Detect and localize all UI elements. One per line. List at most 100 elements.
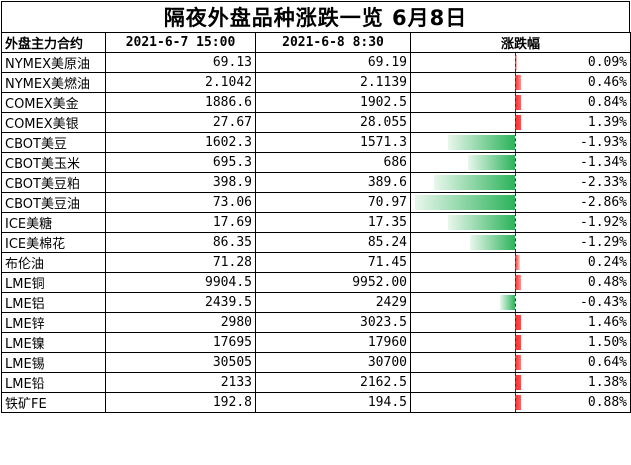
price-date1-cell[interactable]: 71.28: [105, 252, 256, 273]
zero-axis-line: [515, 173, 516, 192]
contract-name-cell[interactable]: ICE美糖: [1, 212, 106, 233]
price-date1-cell[interactable]: 17695: [105, 332, 256, 353]
price-date2-cell[interactable]: 69.19: [255, 52, 411, 73]
price-date1-cell[interactable]: 30505: [105, 352, 256, 373]
contract-name-cell[interactable]: CBOT美玉米: [1, 152, 106, 173]
price-date1-cell[interactable]: 86.35: [105, 232, 256, 253]
contract-name-cell[interactable]: NYMEX美燃油: [1, 72, 106, 93]
change-percent-cell[interactable]: 1.38%: [520, 372, 631, 393]
price-date2-cell[interactable]: 70.97: [255, 192, 411, 213]
price-date2-cell[interactable]: 30700: [255, 352, 411, 373]
header-change[interactable]: 涨跌幅: [409, 32, 631, 53]
table-row: NYMEX美燃油 2.1042 2.1139 0.46%: [1, 72, 631, 93]
change-percent-cell[interactable]: -1.93%: [520, 132, 631, 153]
change-percent-cell[interactable]: 0.46%: [520, 72, 631, 93]
change-percent-cell[interactable]: 0.84%: [520, 92, 631, 113]
price-date2-cell[interactable]: 1571.3: [255, 132, 411, 153]
price-date2-cell[interactable]: 71.45: [255, 252, 411, 273]
contract-name-cell[interactable]: NYMEX美原油: [1, 52, 106, 73]
price-date1-cell[interactable]: 2133: [105, 372, 256, 393]
change-percent-cell[interactable]: 1.39%: [520, 112, 631, 133]
contract-name-cell[interactable]: CBOT美豆粕: [1, 172, 106, 193]
change-percent-cell[interactable]: -2.33%: [520, 172, 631, 193]
change-bar-cell[interactable]: [410, 232, 521, 253]
contract-name-cell[interactable]: LME铝: [1, 292, 106, 313]
contract-name-cell[interactable]: 布伦油: [1, 252, 106, 273]
contract-name-cell[interactable]: CBOT美豆油: [1, 192, 106, 213]
header-date2[interactable]: 2021-6-8 8:30: [255, 32, 411, 53]
change-bar-cell[interactable]: [410, 352, 521, 373]
change-percent-cell[interactable]: 1.46%: [520, 312, 631, 333]
contract-name-cell[interactable]: LME锌: [1, 312, 106, 333]
price-date2-cell[interactable]: 2162.5: [255, 372, 411, 393]
change-percent-cell[interactable]: 0.24%: [520, 252, 631, 273]
contract-name-cell[interactable]: LME铜: [1, 272, 106, 293]
contract-name-cell[interactable]: COMEX美金: [1, 92, 106, 113]
price-date2-cell[interactable]: 28.055: [255, 112, 411, 133]
price-date1-cell[interactable]: 2439.5: [105, 292, 256, 313]
price-date2-cell[interactable]: 17.35: [255, 212, 411, 233]
change-percent-cell[interactable]: 0.64%: [520, 352, 631, 373]
change-percent-cell[interactable]: -1.29%: [520, 232, 631, 253]
contract-name-cell[interactable]: LME锡: [1, 352, 106, 373]
price-date2-cell[interactable]: 686: [255, 152, 411, 173]
price-date1-cell[interactable]: 1886.6: [105, 92, 256, 113]
change-percent-cell[interactable]: -0.43%: [520, 292, 631, 313]
price-date2-cell[interactable]: 17960: [255, 332, 411, 353]
price-date1-cell[interactable]: 695.3: [105, 152, 256, 173]
price-date1-cell[interactable]: 2.1042: [105, 72, 256, 93]
change-bar-cell[interactable]: [410, 252, 521, 273]
change-bar-cell[interactable]: [410, 192, 521, 213]
change-bar-cell[interactable]: [410, 312, 521, 333]
change-bar-cell[interactable]: [410, 132, 521, 153]
change-bar-cell[interactable]: [410, 152, 521, 173]
price-date2-cell[interactable]: 3023.5: [255, 312, 411, 333]
price-date1-cell[interactable]: 1602.3: [105, 132, 256, 153]
change-bar-cell[interactable]: [410, 52, 521, 73]
header-name[interactable]: 外盘主力合约: [1, 32, 106, 53]
contract-name-cell[interactable]: LME铅: [1, 372, 106, 393]
price-date1-cell[interactable]: 69.13: [105, 52, 256, 73]
price-date1-cell[interactable]: 192.8: [105, 392, 256, 413]
price-date2-cell[interactable]: 389.6: [255, 172, 411, 193]
zero-axis-line: [515, 153, 516, 172]
change-bar-cell[interactable]: [410, 172, 521, 193]
contract-name-cell[interactable]: 铁矿FE: [1, 392, 106, 413]
price-date2-cell[interactable]: 1902.5: [255, 92, 411, 113]
price-date1-cell[interactable]: 2980: [105, 312, 256, 333]
change-percent-cell[interactable]: -1.92%: [520, 212, 631, 233]
loss-bar: [469, 235, 515, 250]
price-date1-cell[interactable]: 9904.5: [105, 272, 256, 293]
change-bar-cell[interactable]: [410, 392, 521, 413]
price-date2-cell[interactable]: 9952.00: [255, 272, 411, 293]
change-bar-cell[interactable]: [410, 112, 521, 133]
change-percent-cell[interactable]: 0.09%: [520, 52, 631, 73]
change-percent-cell[interactable]: -1.34%: [520, 152, 631, 173]
change-percent-cell[interactable]: 0.88%: [520, 392, 631, 413]
change-bar-cell[interactable]: [410, 372, 521, 393]
change-bar-cell[interactable]: [410, 72, 521, 93]
change-bar-cell[interactable]: [410, 292, 521, 313]
price-date2-cell[interactable]: 2429: [255, 292, 411, 313]
change-percent-cell[interactable]: -2.86%: [520, 192, 631, 213]
change-bar-cell[interactable]: [410, 92, 521, 113]
change-bar-cell[interactable]: [410, 332, 521, 353]
price-date2-cell[interactable]: 194.5: [255, 392, 411, 413]
contract-name-cell[interactable]: LME镍: [1, 332, 106, 353]
change-bar-cell[interactable]: [410, 212, 521, 233]
change-percent-cell[interactable]: 1.50%: [520, 332, 631, 353]
contract-name-cell[interactable]: CBOT美豆: [1, 132, 106, 153]
table-row: COMEX美金 1886.6 1902.5 0.84%: [1, 92, 631, 113]
header-date1[interactable]: 2021-6-7 15:00: [105, 32, 256, 53]
price-date1-cell[interactable]: 27.67: [105, 112, 256, 133]
table-row: LME铅 2133 2162.5 1.38%: [1, 372, 631, 393]
price-date1-cell[interactable]: 17.69: [105, 212, 256, 233]
contract-name-cell[interactable]: ICE美棉花: [1, 232, 106, 253]
change-percent-cell[interactable]: 0.48%: [520, 272, 631, 293]
contract-name-cell[interactable]: COMEX美银: [1, 112, 106, 133]
price-date2-cell[interactable]: 2.1139: [255, 72, 411, 93]
price-date2-cell[interactable]: 85.24: [255, 232, 411, 253]
price-date1-cell[interactable]: 398.9: [105, 172, 256, 193]
change-bar-cell[interactable]: [410, 272, 521, 293]
price-date1-cell[interactable]: 73.06: [105, 192, 256, 213]
